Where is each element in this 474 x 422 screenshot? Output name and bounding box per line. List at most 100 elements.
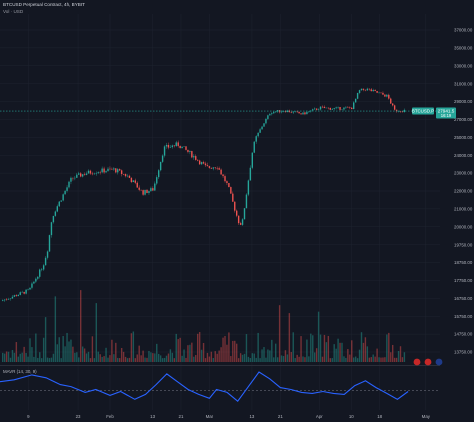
volume-bar (78, 357, 80, 362)
candle-body (119, 169, 121, 171)
volume-bar (119, 358, 121, 362)
candle-body (269, 114, 271, 116)
candle-body (163, 146, 166, 156)
x-tick-label: Feb (106, 414, 114, 419)
volume-bar (343, 356, 345, 362)
candle-body (403, 109, 406, 112)
volume-bar (120, 347, 123, 362)
volume-bar (9, 357, 12, 362)
candle-body (72, 177, 74, 179)
volume-bar (335, 348, 337, 362)
candle-body (257, 132, 259, 137)
candle-body (23, 291, 25, 294)
price-axis[interactable]: 37000.00 35000.00 33000.00 31000.00 29000.00… (454, 28, 473, 355)
volume-bar (403, 352, 406, 362)
volume-bar (386, 334, 388, 362)
candle-body (91, 173, 94, 175)
candle-body (321, 106, 324, 108)
volume-bar (191, 342, 193, 362)
volume-bar (314, 352, 316, 362)
candle-body (50, 222, 53, 236)
flag-icons[interactable] (413, 358, 443, 366)
candle-body (325, 107, 328, 109)
volume-bar (68, 341, 70, 362)
volume-bar (308, 356, 310, 362)
volume-bar (296, 354, 298, 362)
volume-bar (349, 354, 351, 362)
volume-bar (257, 332, 259, 362)
volume-bar (294, 358, 296, 362)
candle-body (13, 295, 16, 297)
volume-bar (13, 352, 16, 362)
volume-bar (251, 353, 253, 362)
volume-bar (261, 349, 263, 362)
volume-bar (74, 352, 76, 362)
candle-body (117, 169, 119, 173)
volume-bar (175, 333, 177, 362)
candle-body (212, 167, 214, 169)
candle-body (395, 109, 398, 112)
candle-body (62, 194, 64, 201)
volume-bar (152, 353, 154, 362)
candle-body (230, 187, 232, 194)
volume-bar (253, 353, 255, 362)
candle-body (210, 167, 213, 169)
candle-body (374, 89, 376, 91)
volume-bar (5, 351, 8, 362)
chart-title: BTCUSD Perpetual Contract, 4h, BYBIT (3, 2, 85, 7)
candle-body (243, 208, 246, 220)
candle-body (339, 107, 341, 110)
volume-bar (46, 357, 49, 362)
flag-icon[interactable] (435, 358, 443, 366)
candle-body (31, 283, 33, 288)
candle-body (345, 107, 347, 108)
candle-body (288, 110, 291, 113)
time-axis[interactable]: 9 23 Feb 13 21 Mar 13 21 Apr 10 18 May (27, 414, 431, 419)
candle-body (255, 136, 257, 142)
volume-bar (85, 353, 88, 362)
candle-body (226, 181, 228, 184)
candle-body (280, 111, 283, 113)
volume-bar (218, 350, 220, 362)
volume-bar (165, 355, 168, 362)
candle-body (159, 161, 162, 171)
volume-bar (337, 338, 339, 362)
volume-bar (249, 358, 252, 362)
volume-bar (245, 334, 248, 362)
candle-body (89, 170, 92, 174)
x-tick-label: 21 (278, 414, 283, 419)
volume-bar (146, 357, 148, 362)
y-tick-label: 13750.00 (454, 350, 473, 355)
volume-bar (29, 338, 31, 362)
volume-bar (39, 352, 41, 362)
volume-bar (216, 353, 218, 362)
volume-bar (395, 357, 398, 362)
volume-bar (200, 349, 203, 362)
candle-body (222, 174, 224, 177)
volume-bar (177, 339, 179, 362)
candle-body (310, 110, 312, 112)
y-tick-label: 15750.00 (454, 314, 473, 319)
x-tick-label: 23 (76, 414, 81, 419)
volume-bar (64, 346, 66, 362)
flag-icon[interactable] (413, 358, 421, 366)
candle-body (156, 177, 158, 184)
volume-bar (288, 313, 291, 362)
candle-body (261, 126, 263, 130)
candle-body (304, 112, 306, 115)
volume-bar (206, 352, 209, 362)
candle-body (265, 118, 267, 124)
volume-bar (282, 356, 285, 362)
volume-bar (312, 335, 314, 362)
candle-body (101, 168, 103, 173)
volume-bar (21, 352, 23, 362)
candle-body (48, 235, 51, 252)
volume-histogram (2, 290, 406, 362)
volume-bar (17, 356, 19, 362)
candle-body (300, 113, 302, 115)
flag-icon[interactable] (424, 358, 432, 366)
candle-body (228, 183, 230, 188)
volume-bar (122, 351, 125, 362)
volume-bar (187, 345, 189, 362)
mavr-indicator-line (0, 371, 409, 402)
